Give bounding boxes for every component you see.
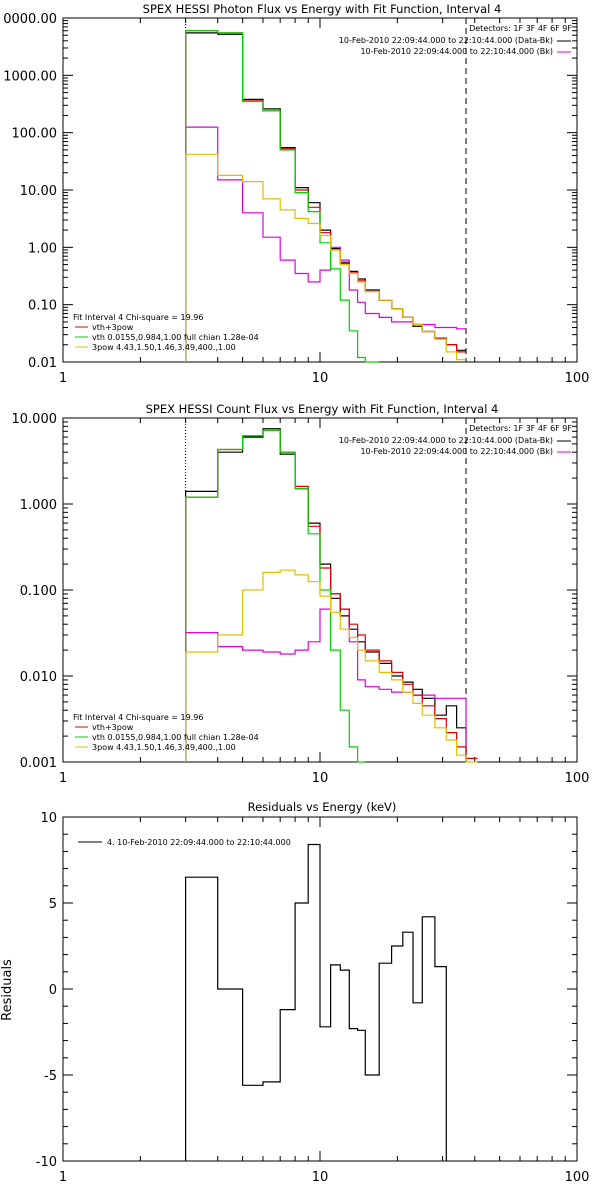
photon-detectors-label: Detectors: 1F 3F 4F 6F 9F	[469, 24, 572, 33]
photon-y-tick-label: 10.00	[20, 184, 57, 199]
photon-legend-vth: vth 0.0155,0.984,1.00 full chian 1.28e-0…	[92, 333, 259, 342]
count-series-data-bk	[185, 428, 467, 762]
residuals-panel-title: Residuals vs Energy (keV)	[248, 800, 397, 814]
count-legend-data-bk: 10-Feb-2010 22:09:44.000 to 22:10:44.000…	[339, 436, 553, 445]
count-flux-panel: SPEX HESSI Count Flux vs Energy with Fit…	[12, 402, 590, 786]
count-series-vth-3pow	[185, 429, 478, 762]
photon-y-tick-label: 100.00	[12, 127, 58, 142]
photon-y-tick-label: 1000.00	[3, 69, 57, 84]
count-y-tick-labels: 0.001 0.010 0.100 1.000 10.000	[12, 412, 58, 771]
photon-y-tick-label: 0.01	[28, 356, 57, 371]
residuals-x-tick-labels: 1 10 100	[59, 1170, 590, 1185]
count-y-tick-label: 0.001	[20, 756, 57, 771]
count-detectors-label: Detectors: 1F 3F 4F 6F 9F	[469, 424, 572, 433]
count-legend-3pow: 3pow 4.43,1.50,1.46,3.49,400.,1.00	[92, 743, 236, 752]
count-series	[185, 428, 478, 763]
photon-series-3pow	[185, 153, 466, 362]
count-legend-bk: 10-Feb-2010 22:09:44.000 to 22:10:44.000…	[360, 447, 553, 456]
count-y-tick-label: 0.100	[20, 584, 57, 599]
count-x-tick-labels: 1 10 100	[59, 771, 590, 786]
residuals-panel: Residuals vs Energy (keV) Residuals 1 10 1…	[0, 800, 589, 1185]
photon-legend-bk: 10-Feb-2010 22:09:44.000 to 22:10:44.000…	[360, 47, 553, 56]
count-series-3pow	[185, 569, 478, 763]
count-x-tick-label: 10	[312, 771, 329, 786]
residuals-series	[185, 843, 447, 1161]
count-legend-bottom: Fit Interval 4 Chi-square = 19.96 vth+3p…	[73, 713, 259, 752]
photon-series	[185, 30, 466, 363]
residuals-legend-label: 4. 10-Feb-2010 22:09:44.000 to 22:10:44.…	[107, 838, 291, 847]
photon-series-vth	[185, 30, 380, 363]
residuals-y-tick-label: -10	[36, 1155, 57, 1170]
photon-y-tick-label: 0.10	[28, 299, 57, 314]
residuals-series-4	[185, 843, 447, 1161]
photon-flux-panel: SPEX HESSI Photon Flux vs Energy with Fi…	[3, 2, 589, 386]
photon-axis-ticks	[62, 18, 577, 363]
photon-legend-top: Detectors: 1F 3F 4F 6F 9F 10-Feb-2010 22…	[339, 24, 573, 56]
count-axis-ticks	[62, 418, 577, 763]
count-y-tick-label: 0.010	[20, 670, 57, 685]
photon-series-data-bk	[185, 32, 466, 362]
count-panel-title: SPEX HESSI Count Flux vs Energy with Fit…	[146, 402, 499, 416]
photon-legend-fit: vth+3pow	[92, 323, 134, 332]
photon-legend-bottom: Fit Interval 4 Chi-square = 19.96 vth+3p…	[73, 313, 259, 352]
photon-fit-header: Fit Interval 4 Chi-square = 19.96	[73, 313, 203, 322]
residuals-x-tick-label: 100	[565, 1170, 590, 1185]
photon-legend-3pow: 3pow 4.43,1.50,1.46,3.49,400.,1.00	[92, 343, 236, 352]
photon-x-tick-label: 1	[59, 371, 67, 386]
photon-legend-data-bk: 10-Feb-2010 22:09:44.000 to 22:10:44.000…	[339, 36, 553, 45]
photon-x-tick-labels: 1 10 100	[59, 371, 590, 386]
residuals-y-tick-label: -5	[44, 1069, 57, 1084]
residuals-y-tick-label: 5	[49, 897, 57, 912]
residuals-y-tick-label: 0	[49, 983, 57, 998]
residuals-y-tick-label: 10	[40, 811, 57, 826]
photon-y-tick-labels: 0.01 0.10 1.00 10.00 100.00 1000.00 0000.00	[3, 12, 57, 371]
count-x-tick-label: 1	[59, 771, 67, 786]
count-y-tick-label: 10.000	[12, 412, 58, 427]
count-series-vth	[185, 429, 366, 763]
count-fit-header: Fit Interval 4 Chi-square = 19.96	[73, 713, 203, 722]
photon-y-tick-label: 0000.00	[3, 12, 57, 27]
residuals-x-tick-label: 10	[312, 1170, 329, 1185]
residuals-legend: 4. 10-Feb-2010 22:09:44.000 to 22:10:44.…	[78, 838, 291, 847]
photon-series-bk	[185, 126, 466, 362]
residuals-y-tick-labels: 10 5 0 -5 -10	[36, 811, 57, 1170]
photon-plot-frame	[62, 17, 578, 363]
count-y-tick-label: 1.000	[20, 498, 57, 513]
count-legend-vth: vth 0.0155,0.984,1.00 full chian 1.28e-0…	[92, 733, 259, 742]
photon-series-vth-3pow	[185, 30, 466, 362]
photon-x-tick-label: 10	[312, 371, 329, 386]
residuals-x-tick-label: 1	[59, 1170, 67, 1185]
count-x-tick-label: 100	[565, 771, 590, 786]
count-legend-fit: vth+3pow	[92, 723, 134, 732]
photon-fit-range-lines	[185, 18, 467, 362]
photon-x-tick-label: 100	[565, 371, 590, 386]
residuals-y-axis-label: Residuals	[0, 959, 15, 1021]
photon-y-tick-label: 1.00	[28, 241, 57, 256]
photon-panel-title: SPEX HESSI Photon Flux vs Energy with Fi…	[143, 2, 502, 16]
count-legend-top: Detectors: 1F 3F 4F 6F 9F 10-Feb-2010 22…	[339, 424, 573, 456]
